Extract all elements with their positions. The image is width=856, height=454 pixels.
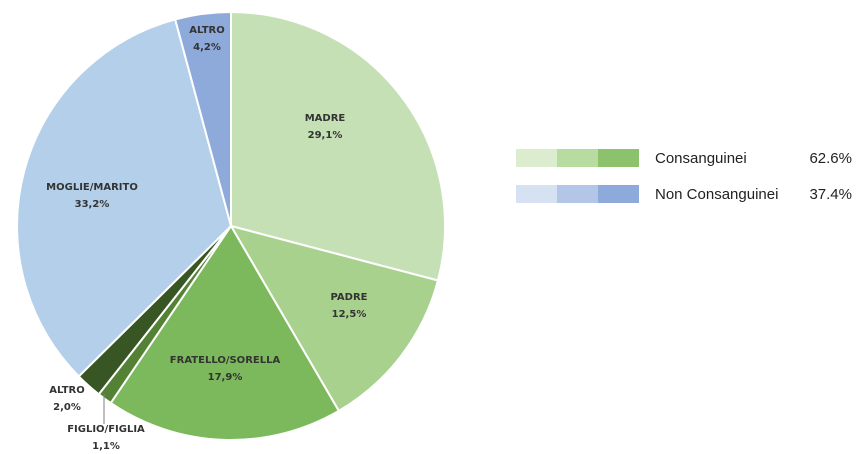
slice-label-name: ALTRO [49,385,84,396]
legend: Consanguinei 62.6% Non Consanguinei 37.4% [516,149,852,203]
legend-swatch [557,185,598,203]
pie-slice-padre-1 [228,224,440,413]
slice-label-value: 12,5% [332,309,367,320]
legend-swatch [598,149,639,167]
pie-slice-altro-6 [173,10,232,227]
legend-value: 62.6% [809,150,852,167]
pie-slices [16,10,446,441]
legend-swatch [598,185,639,203]
legend-swatch [516,149,557,167]
pie-slice-madre-0 [230,10,446,282]
slice-label-value: 2,0% [53,402,81,413]
slice-labels: MADRE 29,1% PADRE 12,5% FRATELLO/SORELLA 17,9… [46,25,367,452]
slice-label-value: 29,1% [308,130,343,141]
legend-swatch [516,185,557,203]
slice-label-value: 1,1% [92,441,120,452]
legend-swatch [557,149,598,167]
slice-label-value: 17,9% [208,372,243,383]
legend-label: Consanguinei [655,150,747,167]
slice-label-value: 4,2% [193,42,221,53]
slice-label-value: 33,2% [75,199,110,210]
pie-slice-fratello-sorella-2 [109,224,341,441]
slice-label-name: ALTRO [189,25,224,36]
pie-slice-moglie-marito-5 [16,18,233,378]
legend-value: 37.4% [809,186,852,203]
slice-label-name: FRATELLO/SORELLA [170,355,281,366]
slice-label-name: MOGLIE/MARITO [46,182,138,193]
slice-label-name: MADRE [305,113,346,124]
slice-label-name: FIGLIO/FIGLIA [67,424,145,435]
legend-entry-consanguinei: Consanguinei 62.6% [516,149,852,167]
slice-label-name: PADRE [331,292,368,303]
legend-label: Non Consanguinei [655,186,778,203]
legend-entry-non-consanguinei: Non Consanguinei 37.4% [516,185,852,203]
